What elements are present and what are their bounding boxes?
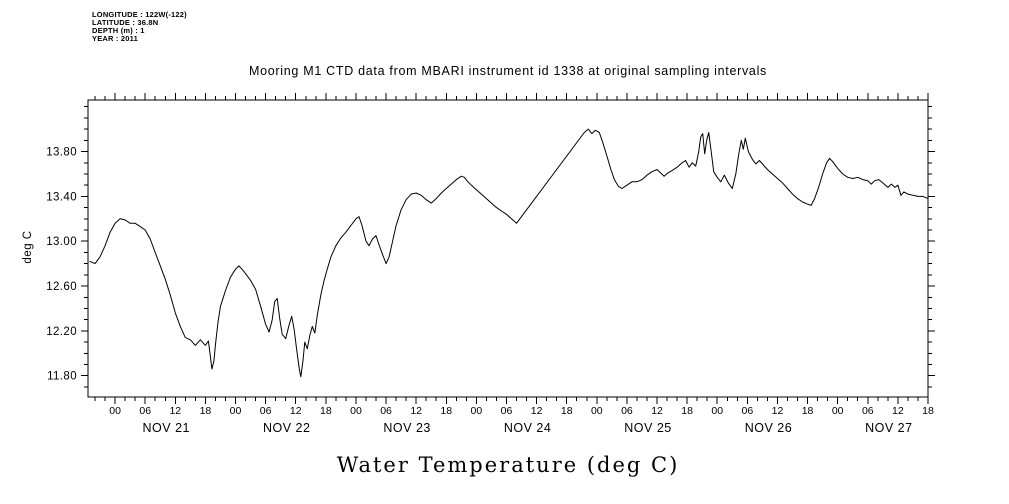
x-hour-tick-label: 12 <box>410 405 422 417</box>
x-hour-tick-label: 06 <box>501 405 513 417</box>
x-day-label: NOV 25 <box>624 421 671 435</box>
y-tick-label: 13.80 <box>46 147 77 159</box>
x-hour-tick-label: 06 <box>621 405 633 417</box>
metadata-block: LONGITUDE : 122W(-122) LATITUDE : 36.8N … <box>92 11 187 43</box>
x-hour-tick-label: 00 <box>711 405 723 417</box>
x-day-label: NOV 27 <box>865 421 912 435</box>
metadata-line-depth: DEPTH (m) : 1 <box>92 26 145 35</box>
x-day-label: NOV 26 <box>745 421 792 435</box>
x-hour-tick-label: 06 <box>862 405 874 417</box>
x-hour-tick-label: 00 <box>230 405 242 417</box>
x-day-label: NOV 24 <box>504 421 551 435</box>
plot-frame <box>87 99 929 398</box>
x-hour-tick-label: 18 <box>922 405 934 417</box>
x-hour-tick-label: 18 <box>200 405 212 417</box>
x-hour-tick-label: 12 <box>651 405 663 417</box>
x-hour-tick-label: 18 <box>561 405 573 417</box>
x-hour-tick-label: 12 <box>892 405 904 417</box>
x-hour-tick-label: 12 <box>531 405 543 417</box>
x-hour-tick-label: 00 <box>350 405 362 417</box>
chart-title: Mooring M1 CTD data from MBARI instrumen… <box>249 64 767 78</box>
x-hour-tick-label: 00 <box>109 405 121 417</box>
metadata-line-latitude: LATITUDE : 36.8N <box>92 18 159 27</box>
x-hour-tick-label: 00 <box>832 405 844 417</box>
temperature-line <box>89 128 929 378</box>
x-hour-tick-label: 06 <box>139 405 151 417</box>
metadata-line-longitude: LONGITUDE : 122W(-122) <box>92 10 187 19</box>
y-tick-label: 13.40 <box>46 191 77 203</box>
x-hour-tick-label: 18 <box>802 405 814 417</box>
x-hour-tick-label: 18 <box>440 405 452 417</box>
y-tick-label: 12.60 <box>46 281 77 293</box>
x-hour-tick-label: 00 <box>471 405 483 417</box>
x-hour-tick-label: 06 <box>380 405 392 417</box>
y-tick-label: 13.00 <box>46 236 77 248</box>
x-hour-tick-label: 06 <box>260 405 272 417</box>
x-day-label: NOV 23 <box>383 421 430 435</box>
metadata-line-year: YEAR : 2011 <box>92 34 138 43</box>
x-hour-tick-label: 18 <box>320 405 332 417</box>
x-hour-tick-label: 06 <box>742 405 754 417</box>
x-day-label: NOV 21 <box>143 421 190 435</box>
x-hour-tick-label: 00 <box>591 405 603 417</box>
y-tick-label: 12.20 <box>46 326 77 338</box>
y-tick-label: 11.80 <box>47 371 77 383</box>
x-hour-tick-label: 12 <box>772 405 784 417</box>
x-hour-tick-label: 12 <box>169 405 181 417</box>
figure-caption: Water Temperature (deg C) <box>336 453 680 477</box>
x-hour-tick-label: 12 <box>290 405 302 417</box>
x-day-label: NOV 22 <box>263 421 310 435</box>
x-hour-tick-label: 18 <box>681 405 693 417</box>
